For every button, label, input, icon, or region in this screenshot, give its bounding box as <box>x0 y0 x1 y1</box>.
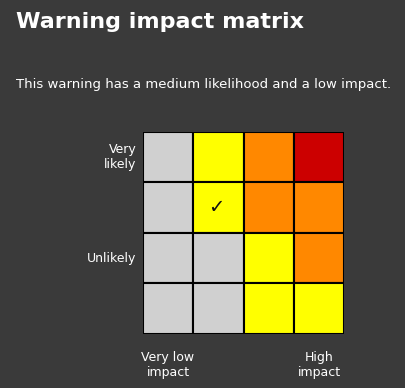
Bar <box>243 182 293 233</box>
Bar <box>143 283 193 334</box>
Bar <box>143 182 193 233</box>
Bar <box>193 233 243 283</box>
Text: Very low
impact: Very low impact <box>141 352 194 379</box>
Bar <box>193 283 243 334</box>
Text: Unlikely: Unlikely <box>87 251 136 265</box>
Bar <box>293 182 343 233</box>
Bar <box>293 132 343 182</box>
Bar <box>293 233 343 283</box>
Text: Warning impact matrix: Warning impact matrix <box>16 12 303 32</box>
Bar <box>243 233 293 283</box>
Bar <box>193 132 243 182</box>
Bar <box>293 283 343 334</box>
Text: ✓: ✓ <box>207 198 224 217</box>
Bar <box>243 132 293 182</box>
Bar <box>243 283 293 334</box>
Text: Very
likely: Very likely <box>104 143 136 171</box>
Text: This warning has a medium likelihood and a low impact.: This warning has a medium likelihood and… <box>16 78 390 91</box>
Bar <box>143 233 193 283</box>
Bar <box>143 132 193 182</box>
Text: High
impact: High impact <box>297 352 340 379</box>
Bar <box>193 182 243 233</box>
